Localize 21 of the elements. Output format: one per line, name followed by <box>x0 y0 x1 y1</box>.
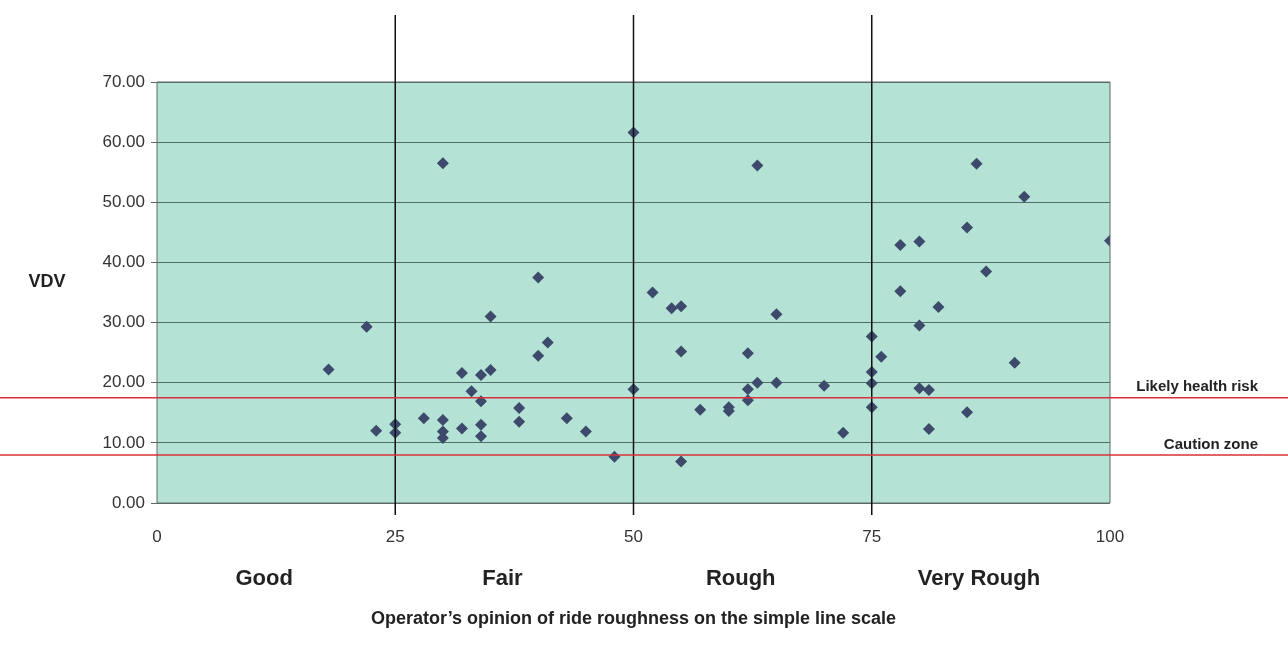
y-tick-label: 40.00 <box>102 252 145 272</box>
x-tick-label: 50 <box>624 526 643 546</box>
text: Good <box>235 565 293 591</box>
x-tick-label: 0 <box>152 526 162 546</box>
y-tick-label: 60.00 <box>102 131 145 151</box>
y-tick-label: 30.00 <box>102 312 145 332</box>
y-tick-label: 50.00 <box>102 191 145 211</box>
y-tick-label: 0.00 <box>111 492 145 512</box>
x-tick-label: 75 <box>862 526 882 546</box>
y-tick-label: 70.00 <box>102 71 145 91</box>
y-tick-label: 20.00 <box>102 372 145 392</box>
x-tick-label: 25 <box>385 526 405 546</box>
text: Very Rough <box>917 565 1041 591</box>
y-axis-title: VDV <box>28 271 66 292</box>
ref-line-label: Caution zone <box>1163 434 1258 452</box>
x-tick-label: 100 <box>1095 526 1125 546</box>
y-tick-label: 10.00 <box>102 432 145 452</box>
x-axis-title: Operator’s opinion of ride roughness on the simple line scale <box>370 607 897 628</box>
text: Rough <box>705 565 776 591</box>
text: Fair <box>482 565 524 591</box>
ref-line-label: Likely health risk <box>1136 377 1259 395</box>
